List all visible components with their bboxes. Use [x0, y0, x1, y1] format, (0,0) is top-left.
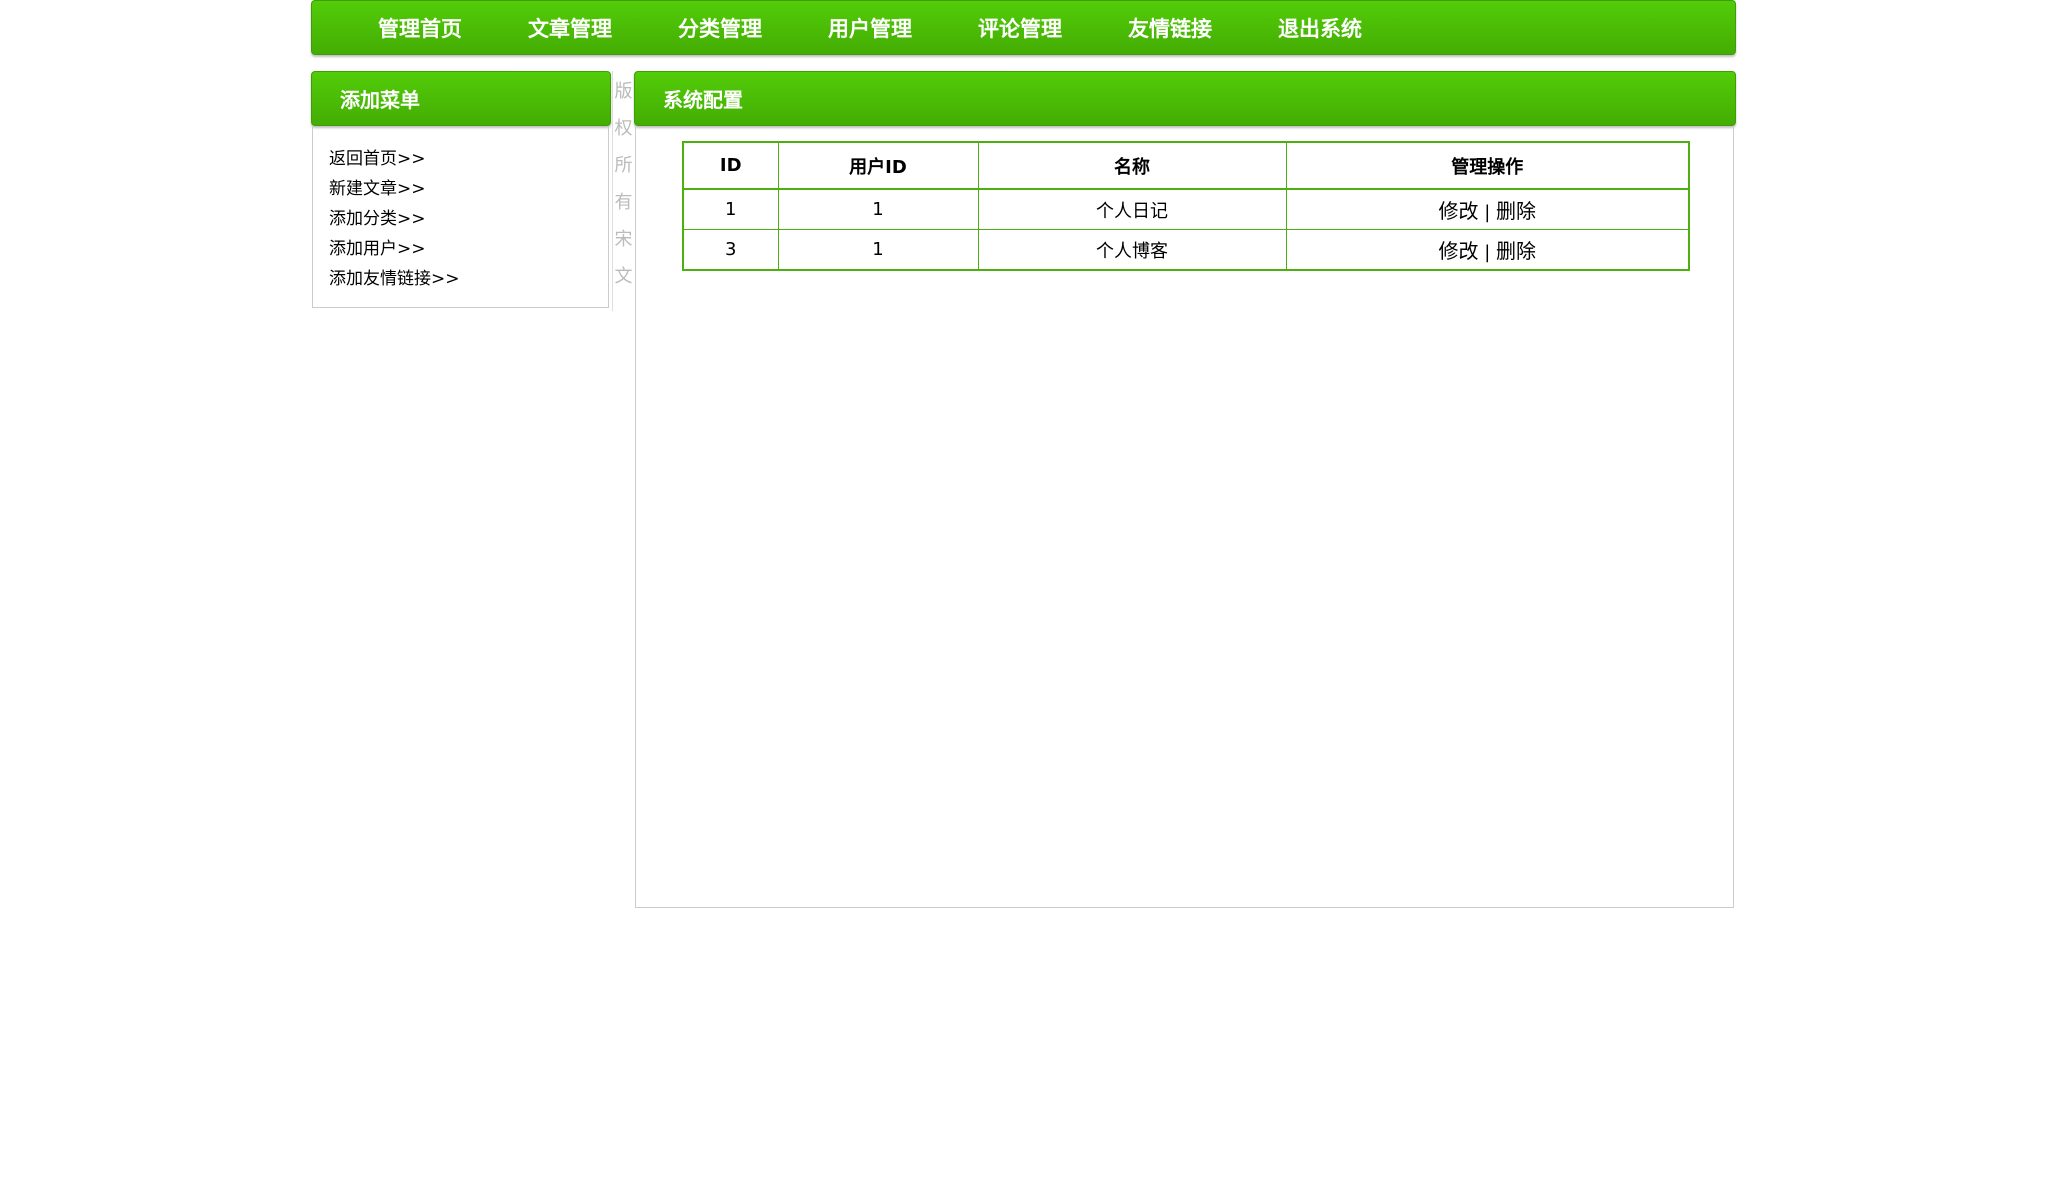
sidebar-menu: 返回首页>> 新建文章>> 添加分类>> 添加用户>> 添加友情链接>> — [312, 126, 609, 308]
cell-id: 1 — [682, 188, 779, 230]
header-id: ID — [682, 141, 779, 190]
separator: | — [1484, 202, 1491, 223]
separator: | — [1484, 242, 1491, 263]
nav-links[interactable]: 友情链接 — [1128, 16, 1212, 41]
delete-link[interactable]: 删除 — [1496, 239, 1537, 263]
copyright-vertical: 版 权 所 有 宋 文 — [612, 71, 634, 311]
cell-name: 个人日记 — [977, 188, 1287, 230]
category-table: ID 用户ID 名称 管理操作 1 1 个人日记 修改 | 删除 3 1 个人博… — [682, 141, 1690, 271]
link-back-home[interactable]: 返回首页>> — [329, 149, 426, 169]
cell-id: 3 — [682, 229, 779, 271]
top-nav: 管理首页 文章管理 分类管理 用户管理 评论管理 友情链接 退出系统 — [311, 0, 1736, 55]
edit-link[interactable]: 修改 — [1438, 199, 1479, 223]
main-panel: ID 用户ID 名称 管理操作 1 1 个人日记 修改 | 删除 3 1 个人博… — [635, 126, 1734, 908]
header-name: 名称 — [977, 141, 1287, 190]
nav-home[interactable]: 管理首页 — [378, 16, 462, 41]
copyright-char: 版 — [614, 81, 633, 102]
cell-actions: 修改 | 删除 — [1285, 188, 1690, 230]
nav-articles[interactable]: 文章管理 — [528, 16, 612, 41]
table-row: 1 1 个人日记 修改 | 删除 — [682, 188, 1690, 230]
nav-categories[interactable]: 分类管理 — [678, 16, 762, 41]
link-new-article[interactable]: 新建文章>> — [329, 179, 426, 199]
link-add-category[interactable]: 添加分类>> — [329, 209, 426, 229]
cell-actions: 修改 | 删除 — [1285, 229, 1690, 271]
copyright-char: 权 — [614, 118, 633, 139]
nav-comments[interactable]: 评论管理 — [978, 16, 1062, 41]
table-header: ID 用户ID 名称 管理操作 — [682, 141, 1690, 190]
link-add-user[interactable]: 添加用户>> — [329, 239, 426, 259]
link-add-friend-link[interactable]: 添加友情链接>> — [329, 269, 460, 289]
nav-users[interactable]: 用户管理 — [828, 16, 912, 41]
header-actions: 管理操作 — [1285, 141, 1690, 190]
sidebar-title: 添加菜单 — [311, 71, 611, 126]
main-title: 系统配置 — [634, 71, 1736, 126]
copyright-char: 宋 — [614, 229, 633, 250]
copyright-char: 文 — [614, 266, 633, 287]
table-row: 3 1 个人博客 修改 | 删除 — [682, 229, 1690, 271]
header-user-id: 用户ID — [777, 141, 979, 190]
delete-link[interactable]: 删除 — [1496, 199, 1537, 223]
copyright-char: 有 — [614, 192, 633, 213]
cell-name: 个人博客 — [977, 229, 1287, 271]
edit-link[interactable]: 修改 — [1438, 239, 1479, 263]
cell-user-id: 1 — [777, 229, 979, 271]
cell-user-id: 1 — [777, 188, 979, 230]
nav-logout[interactable]: 退出系统 — [1278, 16, 1362, 41]
copyright-char: 所 — [614, 155, 633, 176]
